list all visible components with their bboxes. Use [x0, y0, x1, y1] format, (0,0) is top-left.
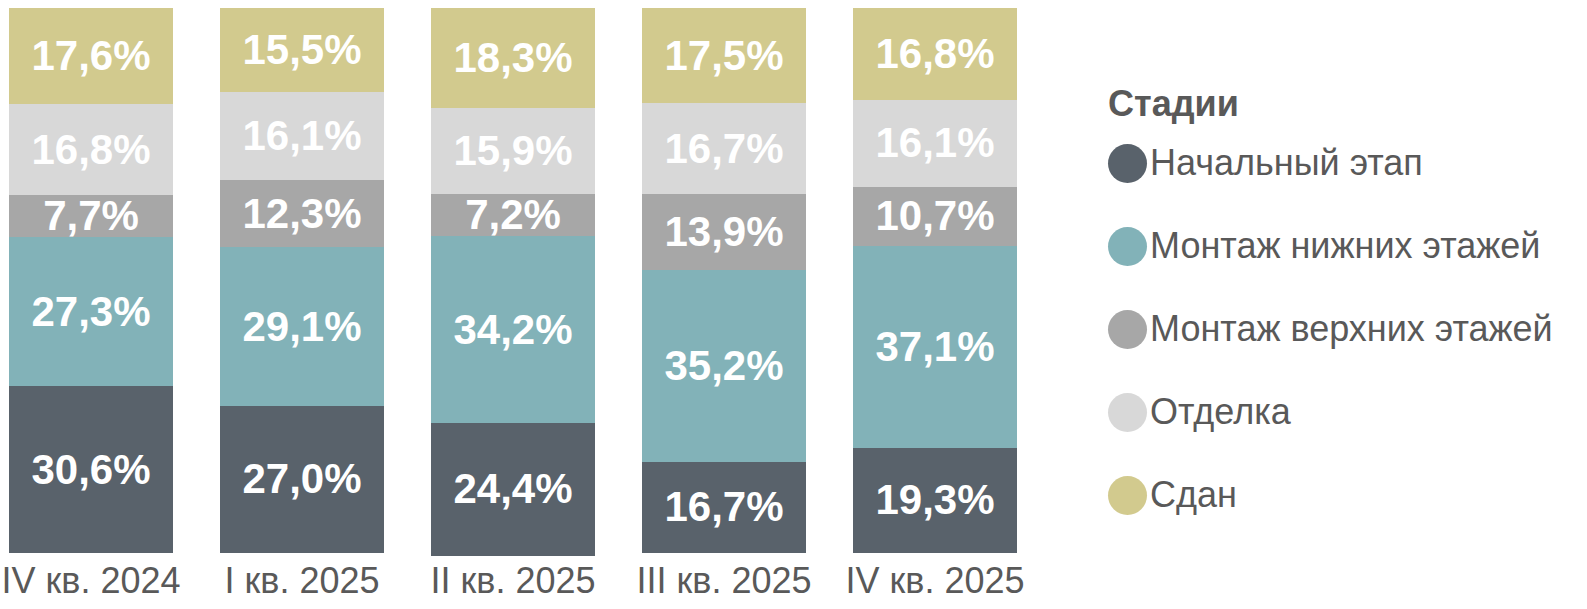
legend-swatch-icon [1108, 227, 1147, 266]
bar-value-label: 29,1% [242, 306, 361, 348]
bar-segment: 7,7% [9, 195, 173, 237]
legend-item-label: Начальный этап [1150, 142, 1423, 184]
bar-value-label: 30,6% [31, 449, 150, 491]
bar-column: 18,3% 15,9% 7,2% 34,2% 24,4% [431, 8, 595, 553]
legend-title: Стадии [1108, 83, 1239, 125]
legend-item: Начальный этап [1108, 143, 1423, 183]
bar-value-label: 24,4% [453, 468, 572, 510]
legend: Стадии Начальный этап Монтаж нижних этаже… [1108, 83, 1578, 543]
bar-segment: 15,9% [431, 108, 595, 195]
bar-value-label: 27,3% [31, 291, 150, 333]
bar-segment: 19,3% [853, 448, 1017, 553]
legend-item: Отделка [1108, 392, 1291, 432]
bar-segment: 17,6% [9, 8, 173, 104]
legend-item-label: Сдан [1150, 474, 1237, 516]
bar-value-label: 16,7% [664, 128, 783, 170]
bar-segment: 16,1% [220, 92, 384, 180]
bar-segment: 27,3% [9, 237, 173, 386]
bar-segment: 16,1% [853, 100, 1017, 188]
bar-column: 17,6% 16,8% 7,7% 27,3% 30,6% [9, 8, 173, 553]
bar-value-label: 17,6% [31, 35, 150, 77]
bar-column: 15,5% 16,1% 12,3% 29,1% 27,0% [220, 8, 384, 553]
x-axis-label: IV кв. 2025 [824, 560, 1046, 602]
bar-segment: 16,7% [642, 462, 806, 553]
bar-segment: 10,7% [853, 187, 1017, 245]
legend-item: Сдан [1108, 475, 1237, 515]
bar-segment: 27,0% [220, 406, 384, 553]
bar-segment: 18,3% [431, 8, 595, 108]
bar-value-label: 37,1% [875, 326, 994, 368]
legend-item: Монтаж нижних этажей [1108, 226, 1540, 266]
bar-segment: 35,2% [642, 270, 806, 462]
bar-segment: 16,7% [642, 103, 806, 194]
x-axis-label: II кв. 2025 [402, 560, 624, 602]
bar-value-label: 17,5% [664, 35, 783, 77]
bar-segment: 17,5% [642, 8, 806, 103]
bar-segment: 15,5% [220, 8, 384, 92]
x-axis-label: III кв. 2025 [613, 560, 835, 602]
legend-swatch-icon [1108, 476, 1147, 515]
bar-value-label: 16,1% [875, 122, 994, 164]
bar-segment: 12,3% [220, 180, 384, 247]
bar-value-label: 12,3% [242, 193, 361, 235]
bar-value-label: 7,7% [43, 195, 139, 237]
bar-value-label: 27,0% [242, 458, 361, 500]
x-axis-label: IV кв. 2024 [0, 560, 202, 602]
x-axis: IV кв. 2024I кв. 2025II кв. 2025III кв. … [0, 560, 1020, 606]
legend-swatch-icon [1108, 310, 1147, 349]
x-axis-label: I кв. 2025 [191, 560, 413, 602]
legend-item: Монтаж верхних этажей [1108, 309, 1553, 349]
bar-segment: 29,1% [220, 247, 384, 406]
bar-value-label: 15,9% [453, 130, 572, 172]
bar-value-label: 34,2% [453, 309, 572, 351]
bar-segment: 24,4% [431, 423, 595, 556]
legend-swatch-icon [1108, 144, 1147, 183]
bar-segment: 37,1% [853, 246, 1017, 448]
bar-segment: 16,8% [853, 8, 1017, 100]
bar-segment: 30,6% [9, 386, 173, 553]
bar-value-label: 7,2% [465, 194, 561, 236]
bar-column: 17,5% 16,7% 13,9% 35,2% 16,7% [642, 8, 806, 553]
bar-value-label: 19,3% [875, 479, 994, 521]
bar-value-label: 10,7% [875, 195, 994, 237]
bar-segment: 34,2% [431, 236, 595, 422]
bar-value-label: 15,5% [242, 29, 361, 71]
legend-item-label: Монтаж верхних этажей [1150, 308, 1553, 350]
bar-value-label: 35,2% [664, 345, 783, 387]
legend-swatch-icon [1108, 393, 1147, 432]
bar-column: 16,8% 16,1% 10,7% 37,1% 19,3% [853, 8, 1017, 553]
bar-value-label: 18,3% [453, 37, 572, 79]
bar-value-label: 16,8% [875, 33, 994, 75]
stacked-bar-plot: 17,6% 16,8% 7,7% 27,3% 30,6% 15,5% 16,1% 12,3% 2… [0, 8, 1020, 553]
bar-value-label: 16,1% [242, 115, 361, 157]
bar-value-label: 16,7% [664, 486, 783, 528]
bar-segment: 16,8% [9, 104, 173, 196]
bar-segment: 7,2% [431, 194, 595, 236]
legend-item-label: Монтаж нижних этажей [1150, 225, 1540, 267]
bar-segment: 13,9% [642, 194, 806, 270]
bar-value-label: 16,8% [31, 129, 150, 171]
legend-item-label: Отделка [1150, 391, 1291, 433]
bar-value-label: 13,9% [664, 211, 783, 253]
